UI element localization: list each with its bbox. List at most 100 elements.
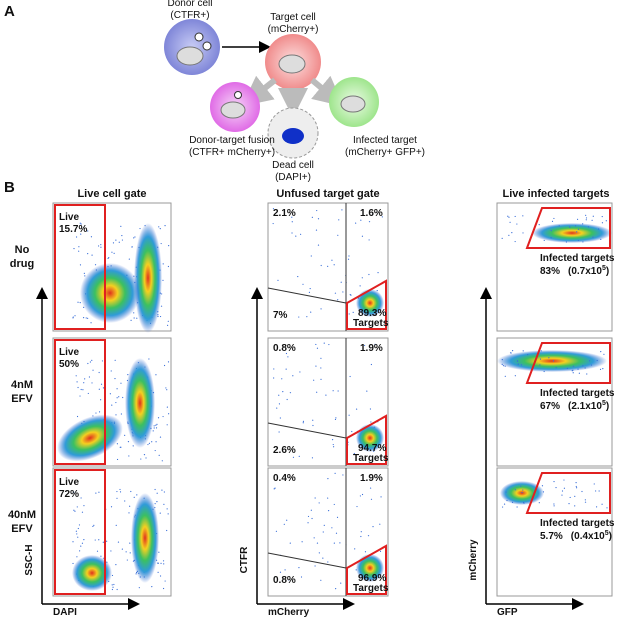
event	[164, 224, 166, 227]
event	[504, 365, 506, 367]
event	[167, 320, 169, 322]
event	[522, 232, 524, 234]
event	[550, 230, 552, 232]
column-title: Live infected targets	[503, 188, 610, 200]
event	[168, 245, 170, 247]
event	[288, 579, 290, 581]
event	[77, 386, 79, 389]
event	[166, 389, 168, 391]
event	[79, 395, 81, 397]
event	[320, 367, 322, 369]
event	[78, 524, 81, 526]
event	[361, 589, 363, 591]
event	[102, 541, 104, 543]
event	[360, 219, 362, 221]
y-axis-label: SSC-H	[24, 544, 35, 575]
event	[92, 525, 94, 528]
event	[156, 492, 158, 494]
event	[320, 378, 322, 381]
event	[112, 586, 114, 588]
event	[133, 312, 135, 314]
event	[522, 501, 525, 503]
event	[381, 216, 383, 218]
quadrant-line	[267, 287, 347, 304]
event	[503, 503, 506, 505]
event	[364, 344, 366, 347]
event	[161, 489, 163, 491]
gate-value: 83% (0.7x105)	[540, 265, 609, 277]
event	[310, 311, 312, 313]
event	[155, 424, 157, 426]
event	[354, 548, 356, 550]
event	[110, 370, 112, 372]
event	[576, 218, 579, 220]
event	[521, 491, 523, 494]
event	[277, 279, 279, 281]
event	[320, 357, 322, 359]
event	[79, 302, 81, 304]
event	[76, 415, 79, 418]
event	[113, 583, 115, 586]
gate-label: Targets	[353, 318, 389, 329]
event	[90, 236, 93, 238]
event	[575, 485, 577, 488]
event	[356, 505, 358, 508]
gate-label: Infected targets	[540, 253, 615, 264]
event	[157, 562, 160, 564]
event	[138, 587, 140, 589]
event	[568, 226, 571, 228]
gate-value-part: 5	[602, 265, 606, 272]
event	[585, 217, 588, 219]
gate-value: 50%	[59, 359, 79, 370]
event	[285, 368, 287, 370]
event	[292, 375, 294, 377]
event	[332, 390, 334, 392]
event	[119, 488, 121, 491]
event	[322, 531, 324, 533]
condition-label: 4nM	[11, 379, 33, 391]
event	[543, 370, 545, 373]
event	[320, 308, 322, 310]
event	[168, 413, 170, 415]
event	[348, 255, 350, 257]
event	[75, 375, 77, 377]
event	[590, 364, 593, 366]
event	[159, 575, 162, 577]
gate-value-part: )	[609, 531, 612, 542]
event	[300, 233, 302, 235]
event	[514, 489, 516, 491]
event	[128, 512, 130, 514]
event	[133, 317, 135, 319]
gate-label: Targets	[353, 453, 389, 464]
event	[110, 550, 112, 552]
event	[148, 358, 150, 360]
event	[106, 540, 108, 542]
label: Target cell	[270, 12, 316, 23]
event	[119, 446, 121, 448]
event	[165, 387, 167, 389]
gate-value: 89.3%	[358, 308, 386, 319]
event	[370, 498, 373, 500]
event	[369, 408, 372, 410]
event	[327, 265, 329, 267]
event	[505, 491, 507, 493]
event	[74, 315, 76, 317]
event	[95, 412, 97, 414]
event	[159, 512, 161, 514]
event	[511, 232, 513, 234]
event	[368, 273, 370, 276]
event	[298, 316, 300, 318]
event	[160, 305, 163, 307]
event	[145, 457, 147, 459]
gate-label: Live	[59, 347, 79, 358]
quadrant-line	[267, 422, 347, 439]
event	[601, 222, 604, 224]
event	[299, 371, 301, 373]
x-axis-label: DAPI	[53, 607, 77, 618]
event	[285, 352, 288, 355]
event	[161, 460, 163, 462]
event	[342, 474, 344, 476]
event	[543, 239, 545, 242]
event	[73, 509, 75, 511]
event	[78, 246, 80, 248]
